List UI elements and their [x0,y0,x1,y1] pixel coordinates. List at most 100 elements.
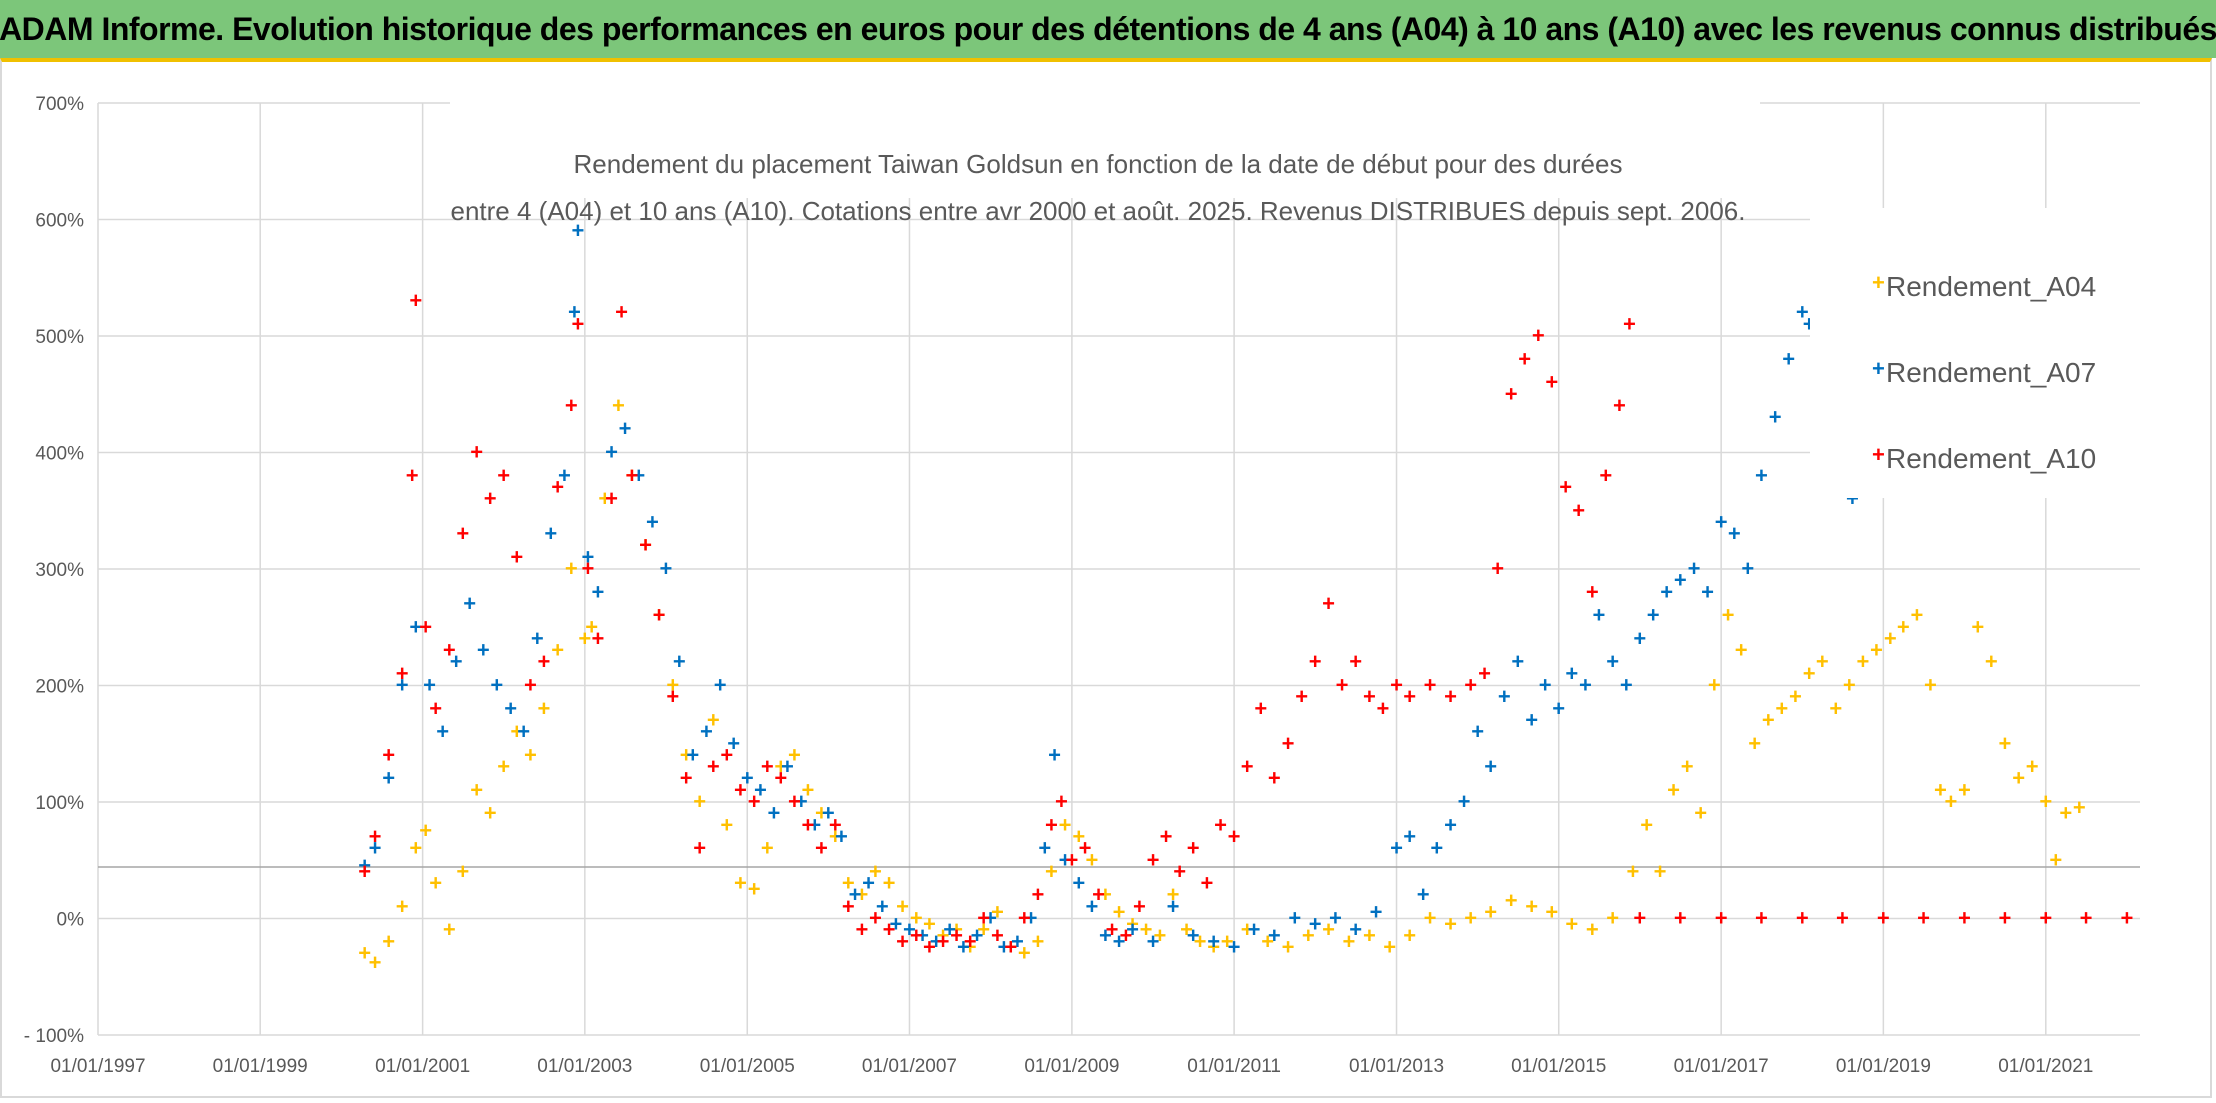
point-a10: + [1282,731,1295,756]
point-a07: + [822,801,835,826]
point-a10: + [615,300,628,325]
point-a10: + [1613,393,1626,418]
point-a04: + [1640,812,1653,837]
point-a04: + [456,859,469,884]
point-a04: + [1934,777,1947,802]
point-a04: + [1722,603,1735,628]
point-a10: + [1228,824,1241,849]
point-a04: + [1985,649,1998,674]
point-a04: + [707,707,720,732]
point-a04: + [551,638,564,663]
point-a07: + [1755,463,1768,488]
point-a04: + [396,894,409,919]
point-a07: + [1715,509,1728,534]
point-a04: + [612,393,625,418]
point-a07: + [1484,754,1497,779]
point-a10: + [369,824,382,849]
point-a07: + [504,696,517,721]
point-a10: + [538,649,551,674]
point-a10: + [1254,696,1267,721]
point-a04: + [1958,777,1971,802]
point-a07: + [1688,556,1701,581]
point-a10: + [1917,906,1930,931]
point-a10: + [761,754,774,779]
legend-box [1810,208,2140,498]
point-a10: + [639,533,652,558]
point-a07: + [754,777,767,802]
point-a04: + [1545,900,1558,925]
point-a10: + [693,836,706,861]
point-a04: + [1180,917,1193,942]
point-a04: + [1194,929,1207,954]
point-a10: + [815,836,828,861]
point-a04: + [748,876,761,901]
point-a07: + [1248,917,1261,942]
point-a07: + [1565,661,1578,686]
point-a04: + [883,871,896,896]
point-a07: + [1511,649,1524,674]
point-a04: + [1424,906,1437,931]
point-a04: + [1870,638,1883,663]
point-a10: + [1160,824,1173,849]
point-a04: + [358,940,371,965]
point-a10: + [565,393,578,418]
point-a04: + [1505,888,1518,913]
point-a04: + [419,818,432,843]
point-a10: + [2080,906,2093,931]
point-a07: + [1647,603,1660,628]
point-a04: + [1525,894,1538,919]
point-a10: + [358,859,371,884]
point-a07: + [544,521,557,546]
point-a07: + [1228,935,1241,960]
point-a07: + [1048,742,1061,767]
point-a07: + [1728,521,1741,546]
point-a10: + [1214,812,1227,837]
point-a07: + [686,742,699,767]
point-a10: + [1877,906,1890,931]
chart-frame [0,58,2212,1098]
point-a07: + [1309,911,1322,936]
point-a10: + [1532,323,1545,348]
point-a04: + [1627,859,1640,884]
point-a10: + [1478,661,1491,686]
point-a10: + [707,754,720,779]
point-a04: + [1667,777,1680,802]
point-a04: + [1586,917,1599,942]
point-a07: + [582,544,595,569]
point-a07: + [971,923,984,948]
point-a07: + [1741,556,1754,581]
legend-label-a04: Rendement_A04 [1886,271,2096,302]
point-a07: + [1444,812,1457,837]
point-a04: + [1059,812,1072,837]
chart-title-line1: Rendement du placement Taiwan Goldsun en… [574,149,1623,179]
point-a10: + [883,917,896,942]
point-a10: + [720,742,733,767]
point-a10: + [605,486,618,511]
point-a07: + [984,906,997,931]
point-a04: + [734,871,747,896]
point-a04: + [639,533,652,558]
point-a10: + [1674,906,1687,931]
point-a07: + [1329,906,1342,931]
point-a04: + [788,742,801,767]
point-a07: + [1417,882,1430,907]
point-a04: + [1606,906,1619,931]
point-a04: + [1153,923,1166,948]
point-a10: + [910,923,923,948]
point-a04: + [1816,649,1829,674]
point-a07: + [1207,929,1220,954]
point-a04: + [1126,911,1139,936]
point-a04: + [842,871,855,896]
point-a04: + [1072,824,1085,849]
point-a10: + [2120,906,2133,931]
point-a10: + [829,812,842,837]
point-a07: + [1349,917,1362,942]
point-a07: + [477,638,490,663]
point-a07: + [1147,929,1160,954]
point-a04: + [1464,906,1477,931]
chart-title-line2: entre 4 (A04) et 10 ans (A10). Cotations… [451,196,1746,226]
point-a04: + [910,906,923,931]
point-a04: + [1045,859,1058,884]
point-a10: + [2039,906,2052,931]
point-a07: + [423,673,436,698]
